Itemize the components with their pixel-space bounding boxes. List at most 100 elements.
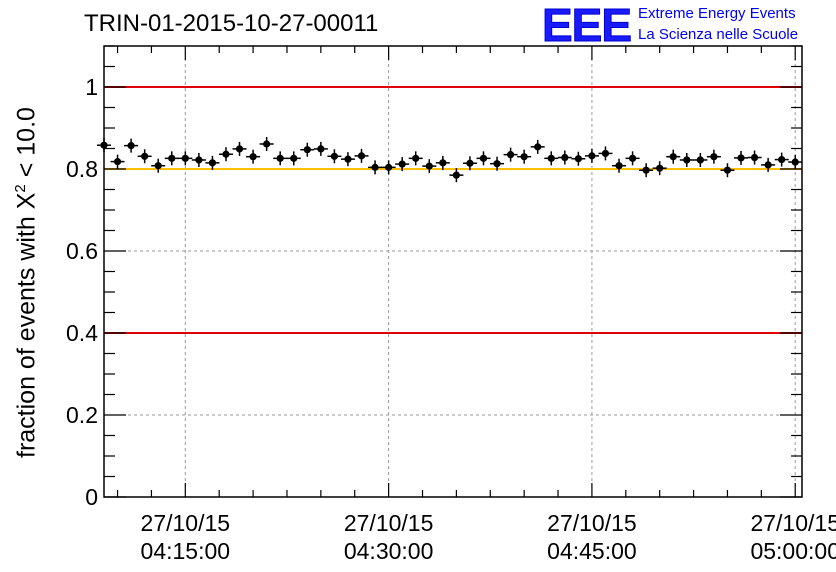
x-tick-label-date: 27/10/15	[547, 510, 637, 536]
data-point-marker	[425, 162, 433, 170]
data-point	[300, 142, 315, 157]
data-point	[218, 147, 233, 162]
data-point-marker	[263, 140, 271, 148]
data-point	[273, 151, 288, 166]
data-point-marker	[507, 151, 515, 159]
data-point	[584, 148, 599, 163]
data-point	[747, 150, 762, 165]
data-point-marker	[479, 154, 488, 162]
data-point-marker	[290, 154, 298, 162]
data-point	[557, 150, 572, 165]
x-tick-label-time: 04:45:00	[547, 538, 637, 564]
data-point	[490, 156, 505, 171]
data-point-marker	[100, 141, 108, 149]
y-axis-label: fraction of events with X2 < 10.0	[12, 0, 52, 458]
data-point	[422, 159, 437, 174]
data-point	[151, 158, 166, 173]
data-point-marker	[764, 161, 772, 169]
data-point-marker	[357, 152, 366, 160]
data-point	[598, 146, 613, 161]
data-point	[368, 160, 383, 175]
data-point-marker	[493, 160, 501, 168]
data-point	[706, 149, 721, 164]
data-point-marker	[181, 154, 189, 162]
data-point-marker	[534, 143, 542, 151]
data-point	[110, 154, 125, 169]
data-point	[435, 155, 450, 170]
data-point	[693, 152, 708, 167]
data-point-marker	[412, 154, 420, 162]
data-point-marker	[466, 159, 474, 167]
data-point-marker	[303, 146, 311, 154]
data-point	[246, 149, 261, 164]
data-point	[571, 151, 586, 166]
data-point-marker	[168, 154, 176, 162]
data-point	[408, 151, 423, 166]
data-point	[666, 149, 681, 164]
data-point-marker	[317, 145, 325, 153]
data-point-marker	[588, 152, 596, 160]
data-point-marker	[750, 153, 759, 162]
y-tick-label: 0.4	[66, 320, 98, 346]
data-point-marker	[778, 155, 786, 164]
data-point	[652, 161, 667, 176]
x-tick-label-date: 27/10/15	[750, 510, 836, 536]
logo-line-2: La Scienza nelle Scuole	[638, 26, 799, 43]
data-point	[503, 147, 518, 162]
data-point	[612, 158, 627, 173]
x-tick-label-date: 27/10/15	[141, 510, 231, 536]
logo-line-1: Extreme Energy Events	[638, 5, 796, 22]
data-point-marker	[669, 153, 677, 161]
data-point-marker	[127, 142, 135, 150]
data-point-marker	[737, 154, 745, 162]
x-tick-label-date: 27/10/15	[344, 510, 434, 536]
data-point-marker	[344, 155, 352, 163]
y-tick-label: 0.8	[66, 156, 98, 182]
y-axis-label-symbol: X	[12, 192, 41, 210]
data-point	[774, 152, 789, 167]
data-point	[395, 157, 410, 172]
data-point	[679, 152, 694, 167]
x-tick-label-time: 04:30:00	[344, 538, 434, 564]
data-point	[462, 156, 477, 171]
data-point	[286, 151, 301, 166]
y-tick-label: 0.2	[66, 402, 98, 428]
data-point-marker	[561, 153, 569, 162]
grid-lines	[104, 46, 802, 497]
data-point-marker	[222, 150, 230, 158]
data-point-marker	[235, 145, 244, 153]
data-point	[625, 151, 640, 166]
data-point	[259, 136, 274, 151]
data-point	[191, 152, 206, 167]
x-tick-label-time: 05:00:00	[750, 538, 836, 564]
data-point	[734, 150, 749, 165]
axes	[103, 45, 803, 498]
data-point	[517, 149, 532, 164]
data-point-marker	[154, 162, 162, 170]
data-point-marker	[141, 152, 149, 160]
data-point	[232, 141, 247, 156]
data-point	[476, 151, 491, 166]
data-point	[761, 157, 776, 172]
data-point	[639, 163, 654, 178]
data-point-marker	[276, 154, 284, 162]
data-point	[340, 152, 355, 167]
data-point	[313, 141, 328, 156]
data-point-marker	[330, 152, 339, 160]
tick-labels: 00.20.40.60.8127/10/1504:15:0027/10/1504…	[66, 74, 836, 564]
data-point-marker	[628, 154, 637, 162]
data-point-marker	[642, 166, 650, 174]
data-point	[449, 168, 464, 183]
data-point-marker	[113, 158, 122, 166]
data-point	[530, 139, 545, 154]
data-point	[205, 155, 220, 170]
data-point-marker	[439, 159, 447, 167]
data-point	[137, 149, 152, 164]
plot-frame	[103, 45, 803, 498]
data-point-marker	[615, 162, 623, 170]
data-point	[788, 155, 803, 170]
data-point-marker	[696, 156, 704, 164]
data-point-marker	[371, 163, 379, 171]
data-point	[381, 160, 396, 175]
data-point-marker	[723, 166, 732, 174]
